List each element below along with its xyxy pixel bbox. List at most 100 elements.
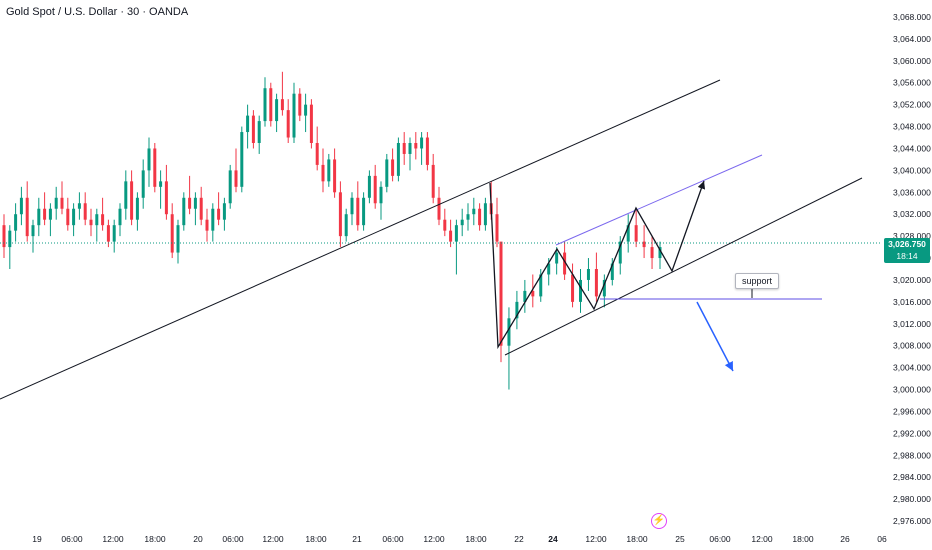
- chart-title: Gold Spot / U.S. Dollar · 30 · OANDA: [6, 6, 189, 18]
- lightning-icon[interactable]: ⚡: [651, 513, 667, 529]
- x-tick-label: 26: [840, 534, 850, 544]
- candle-body: [579, 279, 582, 302]
- y-tick-label: 3,028.000: [893, 231, 931, 241]
- candle-body: [72, 208, 76, 226]
- candle-body: [217, 208, 221, 220]
- candle-body: [298, 93, 302, 116]
- candle-body: [8, 230, 12, 248]
- y-tick-label: 3,056.000: [893, 78, 931, 88]
- bar-countdown: 18:14: [896, 251, 918, 261]
- candle-body: [135, 197, 139, 220]
- candle-body: [48, 208, 52, 220]
- projection-arrow-down: [696, 301, 734, 372]
- x-tick-label: 12:00: [102, 534, 124, 544]
- candle-body: [269, 88, 273, 122]
- time-axis[interactable]: 19 06:00 12:00 18:00 20 06:00 12:00 18:00 21 06:0…: [32, 534, 887, 544]
- candle-body: [199, 197, 203, 220]
- candle-body: [19, 197, 23, 215]
- candle-body: [77, 203, 81, 209]
- candle-body: [234, 170, 238, 187]
- candle-body: [315, 143, 319, 165]
- candle-body: [396, 143, 400, 176]
- y-tick-label: 3,008.000: [893, 341, 931, 351]
- candle-body: [333, 159, 337, 193]
- candle-body: [385, 159, 389, 187]
- candle-body: [112, 225, 116, 242]
- candle-body: [379, 186, 383, 204]
- y-tick-label: 3,000.000: [893, 385, 931, 395]
- candle-body: [507, 318, 511, 346]
- candle-body: [228, 170, 232, 204]
- candle-body: [43, 208, 47, 220]
- candle-body: [356, 197, 360, 226]
- candle-body: [523, 290, 527, 302]
- y-tick-label: 3,004.000: [893, 363, 931, 373]
- current-price-badge: 3,026.750 18:14: [884, 238, 930, 263]
- y-tick-label: 2,992.000: [893, 428, 931, 438]
- candle-body: [246, 115, 250, 133]
- drawings[interactable]: [0, 79, 882, 400]
- candle-body: [159, 181, 163, 187]
- candle-body: [124, 181, 128, 209]
- candle-body: [54, 197, 58, 209]
- y-tick-label: 3,060.000: [893, 56, 931, 66]
- candle-body: [391, 159, 395, 176]
- candle-body: [515, 301, 519, 319]
- candle-body: [586, 269, 590, 280]
- candle-body: [118, 208, 122, 226]
- candle-body: [321, 164, 325, 182]
- candle-body: [547, 263, 551, 275]
- candle-body: [153, 148, 157, 187]
- x-tick-label: 12:00: [585, 534, 607, 544]
- x-tick-label: 21: [352, 534, 362, 544]
- candle-body: [193, 197, 197, 209]
- candle-body: [610, 263, 614, 280]
- candle-body: [472, 208, 476, 215]
- candle-body: [408, 143, 412, 154]
- projection-path-black: [489, 180, 706, 350]
- candle-body: [60, 197, 64, 209]
- y-tick-label: 2,980.000: [893, 494, 931, 504]
- candle-body: [304, 104, 308, 116]
- x-tick-label: 18:00: [626, 534, 648, 544]
- candle-body: [25, 197, 29, 237]
- inner-channel-top-line: [555, 154, 763, 246]
- candle-body: [211, 208, 215, 231]
- candle-body: [437, 197, 441, 220]
- candle-body: [182, 197, 186, 226]
- y-tick-label: 3,068.000: [893, 12, 931, 22]
- candle-body: [14, 214, 18, 231]
- price-axis[interactable]: 3,068.000 3,064.000 3,060.000 3,056.000 3,05…: [893, 12, 931, 526]
- candle-body: [618, 241, 622, 264]
- candle-body: [280, 99, 284, 111]
- candle-body: [431, 164, 435, 198]
- y-tick-label: 3,012.000: [893, 319, 931, 329]
- candle-body: [658, 247, 662, 259]
- candle-body: [164, 181, 168, 215]
- x-tick-label: 18:00: [465, 534, 487, 544]
- candle-body: [83, 203, 87, 220]
- candle-body: [402, 143, 406, 154]
- x-tick-label: 12:00: [751, 534, 773, 544]
- candle-body: [292, 93, 296, 138]
- candle-body: [563, 252, 567, 275]
- candle-body: [170, 214, 174, 253]
- candle-body: [499, 241, 503, 346]
- candle-body: [443, 219, 447, 231]
- candle-body: [222, 203, 226, 220]
- candle-body: [367, 175, 371, 198]
- x-tick-label: 12:00: [423, 534, 445, 544]
- candle-body: [251, 115, 255, 143]
- candle-body: [495, 214, 499, 242]
- candle-body: [414, 143, 418, 149]
- candle-body: [466, 214, 470, 220]
- candle-body: [327, 159, 331, 182]
- x-tick-label: 06:00: [222, 534, 244, 544]
- x-tick-label: 25: [675, 534, 685, 544]
- candle-body: [130, 181, 134, 220]
- x-tick-label: 06:00: [382, 534, 404, 544]
- candles: [2, 71, 662, 390]
- candle-body: [362, 197, 366, 226]
- support-label[interactable]: support: [735, 273, 780, 289]
